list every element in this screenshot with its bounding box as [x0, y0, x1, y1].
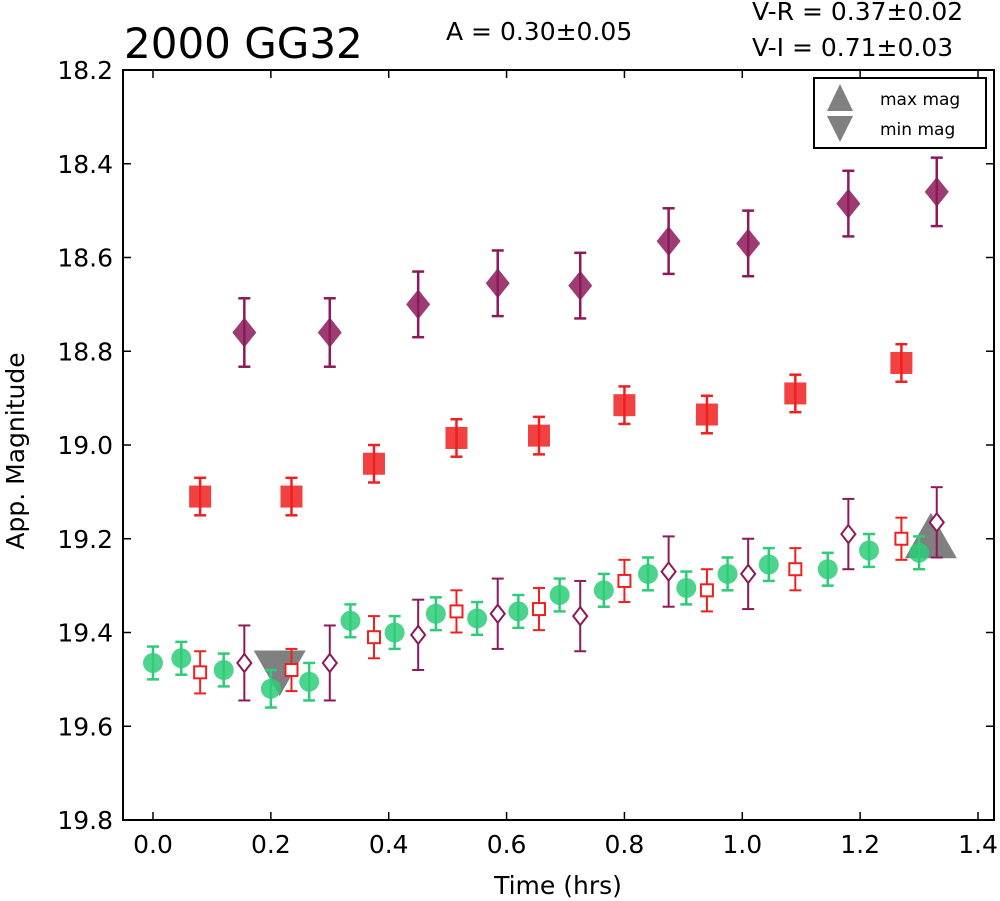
series-diamond-filled [232, 156, 949, 368]
y-axis-label: App. Magnitude [1, 352, 30, 549]
data-point [143, 652, 163, 673]
data-point [236, 652, 253, 674]
data-point [299, 671, 320, 692]
amplitude-text: A = 0.30±0.05 [446, 17, 632, 46]
data-point [409, 624, 427, 646]
legend-label-min-mag: min mag [880, 120, 955, 140]
data-point [340, 610, 361, 631]
data-point [617, 573, 632, 588]
x-tick-label: 1.2 [840, 830, 880, 859]
x-tick-label: 0.2 [251, 830, 291, 859]
data-point [425, 603, 446, 624]
data-point [699, 583, 714, 598]
data-point [890, 351, 913, 374]
min-mag-triangle-down-icon [827, 116, 853, 142]
v-i-color-text: V-I = 0.71±0.03 [752, 33, 953, 62]
data-point [527, 424, 550, 447]
data-point [784, 382, 807, 405]
data-point [656, 226, 681, 257]
data-point [909, 542, 930, 563]
y-tick-label: 18.4 [57, 150, 113, 179]
data-point [593, 580, 614, 601]
data-point [638, 563, 658, 584]
series-circle-filled [143, 532, 930, 709]
min-mag-marker [253, 650, 306, 696]
y-tick-label: 19.0 [57, 431, 113, 460]
data-point [485, 268, 510, 299]
data-point [284, 663, 299, 677]
data-point [449, 604, 464, 619]
legend-label-max-mag: max mag [880, 90, 960, 110]
max-mag-triangle-up-icon [827, 84, 853, 111]
chart-title: 2000 GG32 [124, 19, 363, 68]
x-tick-label: 1.0 [722, 830, 762, 859]
data-point [467, 608, 488, 629]
data-point [758, 554, 779, 575]
data-point [858, 540, 879, 561]
series-square-filled [189, 342, 913, 517]
series-diamond-open [236, 486, 946, 702]
data-point [549, 585, 570, 605]
plot-frame [122, 69, 995, 821]
y-tick-label: 19.8 [57, 806, 113, 835]
data-point [817, 559, 838, 580]
data-point [739, 563, 757, 585]
data-point [788, 562, 803, 577]
data-point [568, 270, 593, 301]
data-point [489, 603, 506, 625]
data-point [676, 577, 697, 598]
ticks-layer: 0.0 0.2 0.4 0.6 0.8 1.0 1.2 1.4 18.2 18.4 18.6 18.8… [57, 56, 998, 859]
data-point [571, 605, 589, 627]
data-point [445, 426, 468, 449]
data-point [717, 563, 738, 584]
data-point [894, 531, 909, 546]
data-point [384, 622, 405, 643]
x-tick-label: 0.6 [487, 830, 527, 859]
data-point [213, 660, 234, 680]
v-r-color-text: V-R = 0.37±0.02 [752, 0, 963, 26]
data-point [321, 652, 339, 674]
data-point [171, 648, 192, 669]
data-point [189, 485, 212, 508]
data-point [508, 601, 529, 622]
y-tick-label: 19.6 [57, 712, 113, 741]
y-tick-label: 18.2 [57, 56, 113, 85]
data-point [193, 665, 208, 680]
y-tick-label: 18.8 [57, 337, 113, 366]
data-point [232, 317, 257, 348]
data-point [406, 289, 431, 320]
data-point [366, 630, 381, 645]
y-tick-label: 18.6 [57, 244, 113, 273]
data-point [836, 188, 861, 219]
data-point [260, 678, 281, 699]
series-square-open [193, 516, 909, 695]
x-tick-label: 0.4 [369, 830, 409, 859]
data-point [840, 523, 857, 545]
data-point [362, 452, 385, 475]
data-point [736, 228, 761, 259]
y-tick-label: 19.4 [57, 619, 113, 648]
data-point [695, 403, 718, 426]
data-point [280, 485, 303, 508]
data-point [660, 560, 677, 583]
x-axis-label: Time (hrs) [493, 871, 622, 900]
marks-layer [143, 156, 957, 709]
x-tick-label: 0.0 [133, 830, 173, 859]
legend: max mag min mag [813, 77, 987, 149]
y-tick-label: 19.2 [57, 525, 113, 554]
x-tick-label: 0.8 [605, 830, 645, 859]
data-point [531, 602, 546, 617]
x-tick-label: 1.4 [958, 830, 998, 859]
data-point [928, 511, 946, 533]
data-point [613, 394, 636, 417]
data-point [317, 317, 342, 348]
data-point [924, 176, 949, 207]
